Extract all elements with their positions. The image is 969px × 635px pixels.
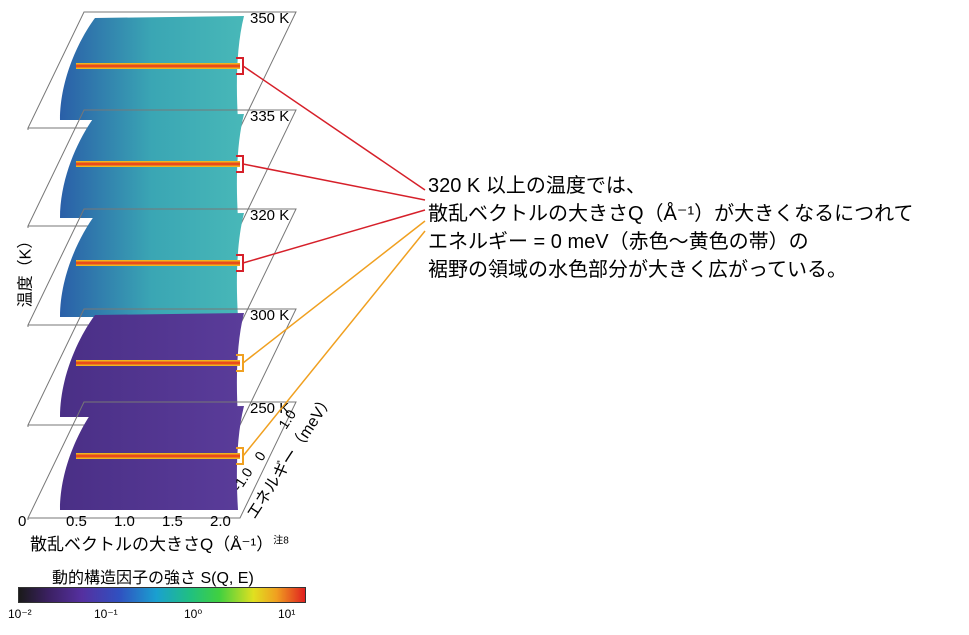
- energy-tick-label: 0: [251, 448, 269, 463]
- pointer-line: [242, 209, 426, 264]
- temperature-label: 335 K: [250, 108, 289, 125]
- pointer-line: [242, 163, 426, 201]
- q-tick-label: 1.0: [114, 513, 135, 530]
- temperature-panel: 350 K: [27, 10, 297, 130]
- q-tick-label: 2.0: [210, 513, 231, 530]
- pointer-lines: [242, 65, 426, 457]
- elastic-band: [76, 260, 240, 266]
- colorbar-tick: 10⁻²: [8, 607, 32, 621]
- temperature-panel: 250 K: [27, 400, 297, 520]
- q-axis-note: 注8: [273, 535, 289, 547]
- temperature-label: 320 K: [250, 207, 289, 224]
- elastic-band: [76, 360, 240, 366]
- colorbar-title: 動的構造因子の強さ S(Q, E): [52, 570, 254, 587]
- temperature-label: 250 K: [250, 400, 289, 417]
- q-tick-label: 1.5: [162, 513, 183, 530]
- temperature-panel: 335 K: [27, 108, 297, 228]
- colorbar-tick: 10¹: [278, 607, 296, 621]
- annotation-line-4: 裾野の領域の水色部分が大きく広がっている。: [428, 259, 847, 281]
- annotation-line-2: 散乱ベクトルの大きさQ（Å⁻¹）が大きくなるにつれて: [428, 203, 914, 225]
- elastic-band: [76, 453, 240, 459]
- temperature-label: 350 K: [250, 10, 289, 27]
- pointer-line: [242, 220, 426, 364]
- pointer-line: [242, 230, 426, 457]
- colorbar: [18, 587, 306, 603]
- panels-layer: 350 K 335 K 320 K 300 K 250 K: [27, 10, 297, 520]
- panel-frame: [27, 401, 297, 519]
- elastic-band: [76, 63, 240, 69]
- q-axis-title: 散乱ベクトルの大きさQ（Å⁻¹）注8: [30, 530, 289, 555]
- colorbar-tick: 10⁰: [184, 607, 203, 621]
- annotation-line-1: 320 K 以上の温度では、: [428, 175, 646, 197]
- annotation-text: 320 K 以上の温度では、 散乱ベクトルの大きさQ（Å⁻¹）が大きくなるにつれ…: [428, 172, 914, 284]
- temperature-label: 300 K: [250, 307, 289, 324]
- elastic-band: [76, 161, 240, 167]
- annotation-line-3: エネルギー = 0 meV（赤色〜黄色の帯）の: [428, 231, 809, 253]
- pointer-line: [242, 65, 426, 191]
- q-tick-label: 0: [18, 513, 26, 530]
- colorbar-tick: 10⁻¹: [94, 607, 118, 621]
- temperature-axis-label: 温度（K）: [17, 232, 35, 308]
- q-axis-title-text: 散乱ベクトルの大きさQ（Å⁻¹）: [30, 535, 274, 554]
- q-tick-label: 0.5: [66, 513, 87, 530]
